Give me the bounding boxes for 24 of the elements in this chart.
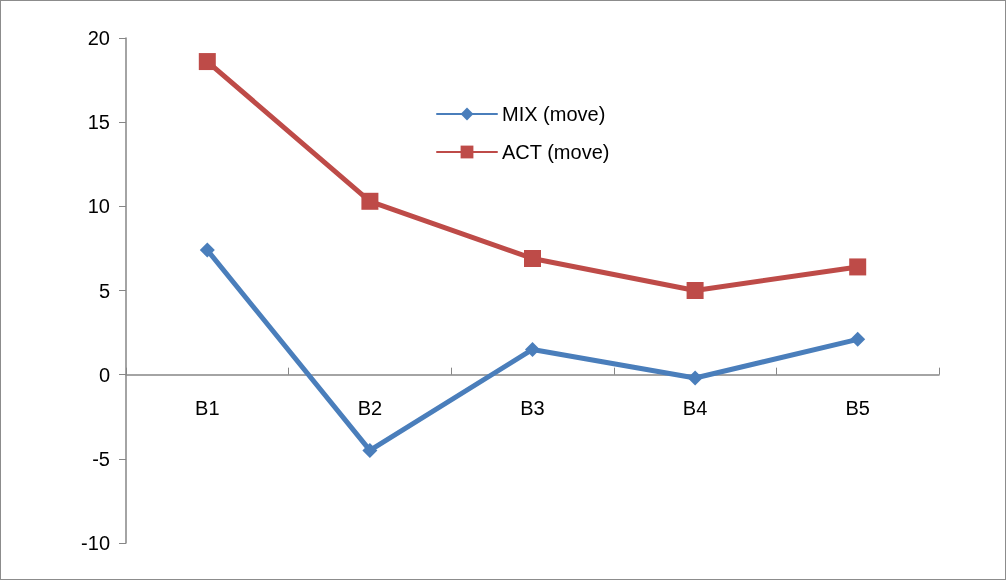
y-tick-label: 15 (87, 111, 110, 134)
x-tick-label: B2 (357, 397, 383, 419)
x-tick-label: B5 (845, 397, 870, 419)
point (361, 192, 379, 210)
point (686, 282, 704, 299)
point (524, 250, 541, 268)
legend-label: ACT (move) (502, 141, 610, 163)
y-tick-label: -5 (92, 447, 110, 470)
point (199, 242, 215, 258)
point (362, 442, 378, 458)
y-tick-label: 10 (87, 195, 110, 218)
x-tick-label: B3 (520, 397, 545, 419)
x-tick-label: B1 (195, 397, 220, 419)
legend-label: MIX (move) (502, 103, 606, 125)
point (525, 341, 540, 357)
y-tick-label: -10 (81, 532, 110, 554)
point (849, 258, 867, 276)
x-tick-label: B4 (682, 397, 708, 419)
point (198, 53, 216, 71)
point (850, 331, 866, 347)
point (687, 370, 703, 386)
y-tick-label: 5 (98, 279, 110, 302)
y-tick-label: 0 (98, 363, 110, 386)
y-tick-label: 20 (87, 27, 110, 49)
